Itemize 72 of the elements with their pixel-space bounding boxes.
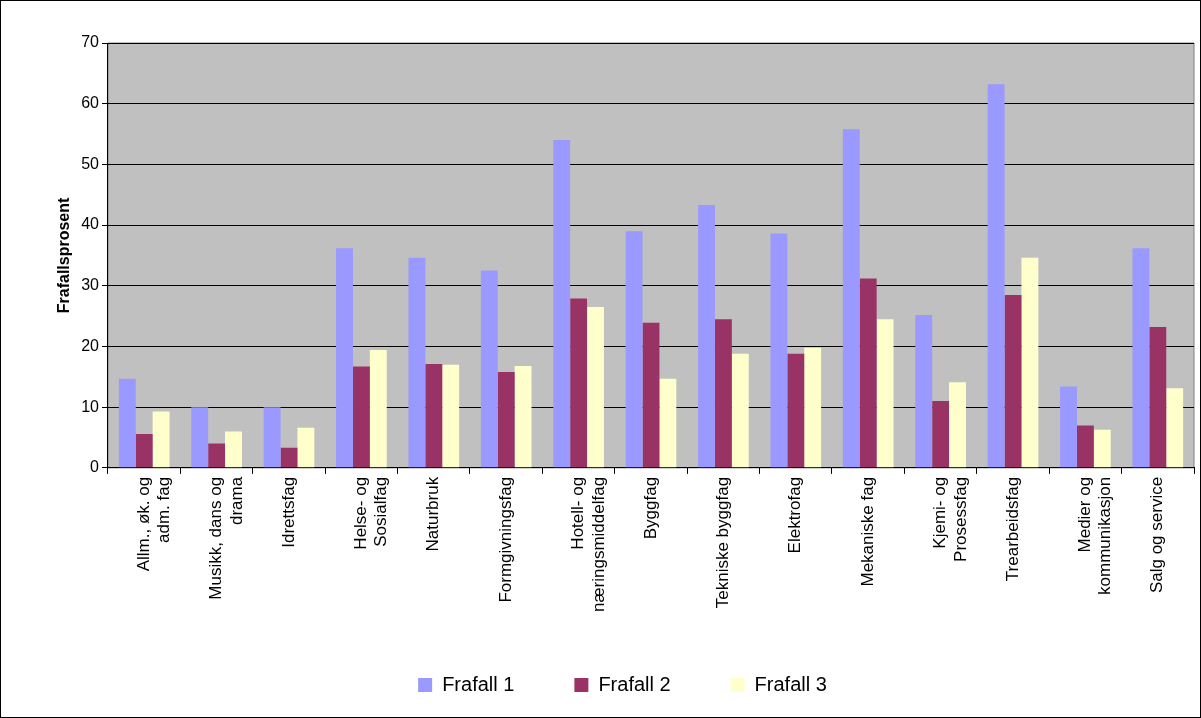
bar <box>208 443 226 468</box>
bar <box>842 129 860 468</box>
y-tick-label: 30 <box>81 276 100 294</box>
x-tick-label: Naturbruk <box>423 476 443 552</box>
bar <box>787 353 805 468</box>
x-tick-label: Allm., øk. og adm. fag <box>133 476 174 572</box>
x-tick-label: Musikk, dans og drama <box>206 476 246 600</box>
bar <box>336 248 353 468</box>
bar <box>714 319 732 468</box>
bar <box>191 407 209 468</box>
bar <box>1060 386 1077 468</box>
bar <box>1076 425 1094 468</box>
bar <box>297 427 315 468</box>
x-tick-label: Elektrofag <box>785 476 805 554</box>
bar <box>804 347 822 468</box>
bar <box>587 307 604 468</box>
bar <box>442 364 460 468</box>
y-tick-label: 40 <box>81 215 100 233</box>
bar <box>659 378 677 468</box>
y-tick-label: 0 <box>90 458 100 476</box>
bar <box>1149 327 1167 468</box>
bar <box>1021 257 1039 468</box>
bar <box>949 382 966 468</box>
y-tick-label: 70 <box>81 33 100 51</box>
x-tick-label: Helse- og Sosialfag <box>351 476 391 550</box>
bar <box>625 231 643 468</box>
bar <box>263 407 281 468</box>
x-tick-label: Tekniske byggfag <box>713 476 733 609</box>
y-axis-title: Frafallsprosent <box>55 196 73 314</box>
y-tick-label: 20 <box>81 336 100 354</box>
bar <box>497 371 515 468</box>
x-tick-label: Mekaniske fag <box>857 476 877 587</box>
legend-label: Frafall 1 <box>442 672 515 695</box>
legend-label: Frafall 3 <box>754 672 827 695</box>
x-tick-label: Medier og kommunikasjon <box>1075 476 1115 595</box>
bar <box>369 350 387 468</box>
bar <box>425 364 443 468</box>
x-tick-label: Idrettsfag <box>278 476 298 548</box>
bar <box>514 365 532 468</box>
bar <box>987 84 1005 468</box>
y-tick-label: 50 <box>81 154 100 172</box>
bar <box>698 205 715 468</box>
legend-label: Frafall 2 <box>598 672 671 695</box>
bar <box>1004 294 1022 468</box>
x-tick-label: Byggfag <box>640 476 660 540</box>
bar <box>915 314 933 468</box>
bar <box>480 270 498 468</box>
bar <box>553 140 571 468</box>
x-tick-label: Kjemi- og Prosessfag <box>930 476 970 562</box>
bar <box>280 447 298 468</box>
bar <box>1166 388 1184 468</box>
bar <box>225 431 242 468</box>
bar <box>770 233 788 468</box>
bar <box>1093 429 1111 468</box>
bar <box>1132 248 1150 468</box>
bar <box>152 411 170 468</box>
y-tick-label: 10 <box>81 397 100 415</box>
bar <box>352 366 370 468</box>
bar <box>408 257 426 468</box>
bar <box>642 322 660 468</box>
bar <box>118 378 136 468</box>
x-tick-label: Salg og service <box>1147 476 1167 594</box>
bar <box>876 319 894 468</box>
bar <box>859 278 877 468</box>
x-tick-label: Hotell- og næringsmiddelfag <box>568 476 608 613</box>
bar <box>932 401 950 468</box>
bar <box>731 353 749 468</box>
bar <box>135 433 153 468</box>
x-tick-label: Trearbeidsfag <box>1002 476 1022 582</box>
x-tick-label: Formgivningsfag <box>495 476 515 603</box>
bar <box>570 298 588 468</box>
y-tick-label: 60 <box>81 94 100 112</box>
